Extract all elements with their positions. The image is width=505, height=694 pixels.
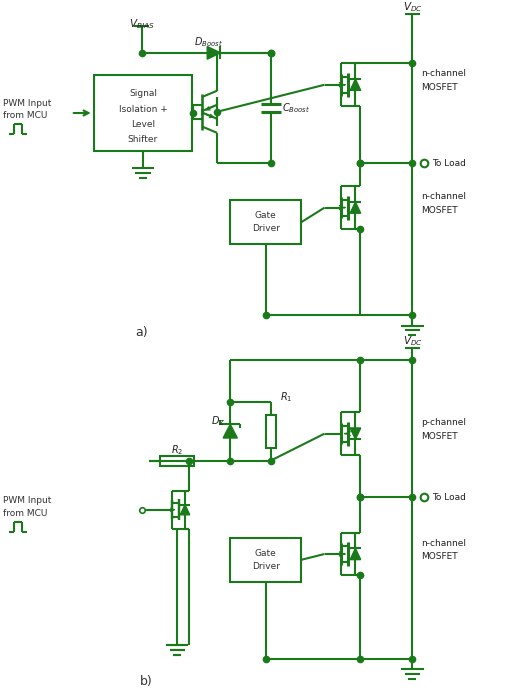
Text: MOSFET: MOSFET — [421, 552, 457, 561]
Text: $V_{DC}$: $V_{DC}$ — [402, 335, 421, 348]
Text: b): b) — [140, 675, 153, 688]
Text: Isolation +: Isolation + — [118, 105, 167, 114]
Text: Level: Level — [131, 120, 155, 129]
Text: $R_1$: $R_1$ — [279, 390, 291, 404]
Text: $V_{BIAS}$: $V_{BIAS}$ — [129, 17, 154, 31]
Text: PWM Input: PWM Input — [3, 99, 51, 108]
Text: n-channel: n-channel — [421, 69, 466, 78]
Text: from MCU: from MCU — [3, 509, 47, 518]
Text: a): a) — [135, 326, 147, 339]
Polygon shape — [349, 79, 360, 90]
Text: $D_Z$: $D_Z$ — [211, 414, 225, 428]
Text: MOSFET: MOSFET — [421, 205, 457, 214]
Polygon shape — [349, 548, 360, 559]
Text: $D_{Boost}$: $D_{Boost}$ — [194, 35, 223, 49]
Text: Driver: Driver — [251, 561, 279, 570]
Text: To Load: To Load — [431, 493, 465, 502]
Polygon shape — [207, 46, 220, 59]
Text: MOSFET: MOSFET — [421, 83, 457, 92]
FancyBboxPatch shape — [230, 538, 300, 582]
Text: p-channel: p-channel — [421, 418, 466, 428]
Text: Signal: Signal — [129, 90, 157, 99]
FancyBboxPatch shape — [230, 200, 300, 244]
Text: from MCU: from MCU — [3, 111, 47, 120]
Text: n-channel: n-channel — [421, 539, 466, 548]
Polygon shape — [349, 428, 360, 439]
Text: n-channel: n-channel — [421, 192, 466, 201]
Polygon shape — [223, 424, 237, 438]
FancyBboxPatch shape — [93, 75, 192, 151]
Text: $C_{Boost}$: $C_{Boost}$ — [281, 101, 310, 115]
Text: Shifter: Shifter — [128, 135, 158, 144]
Text: Gate: Gate — [255, 549, 276, 558]
Text: $R_2$: $R_2$ — [171, 443, 183, 457]
FancyBboxPatch shape — [160, 456, 193, 466]
Polygon shape — [349, 202, 360, 213]
Text: $V_{DC}$: $V_{DC}$ — [402, 0, 421, 14]
Text: MOSFET: MOSFET — [421, 432, 457, 441]
FancyBboxPatch shape — [265, 415, 275, 448]
Polygon shape — [180, 505, 189, 515]
Text: To Load: To Load — [431, 159, 465, 168]
Text: Gate: Gate — [255, 212, 276, 221]
Text: PWM Input: PWM Input — [3, 496, 51, 505]
Text: Driver: Driver — [251, 224, 279, 233]
